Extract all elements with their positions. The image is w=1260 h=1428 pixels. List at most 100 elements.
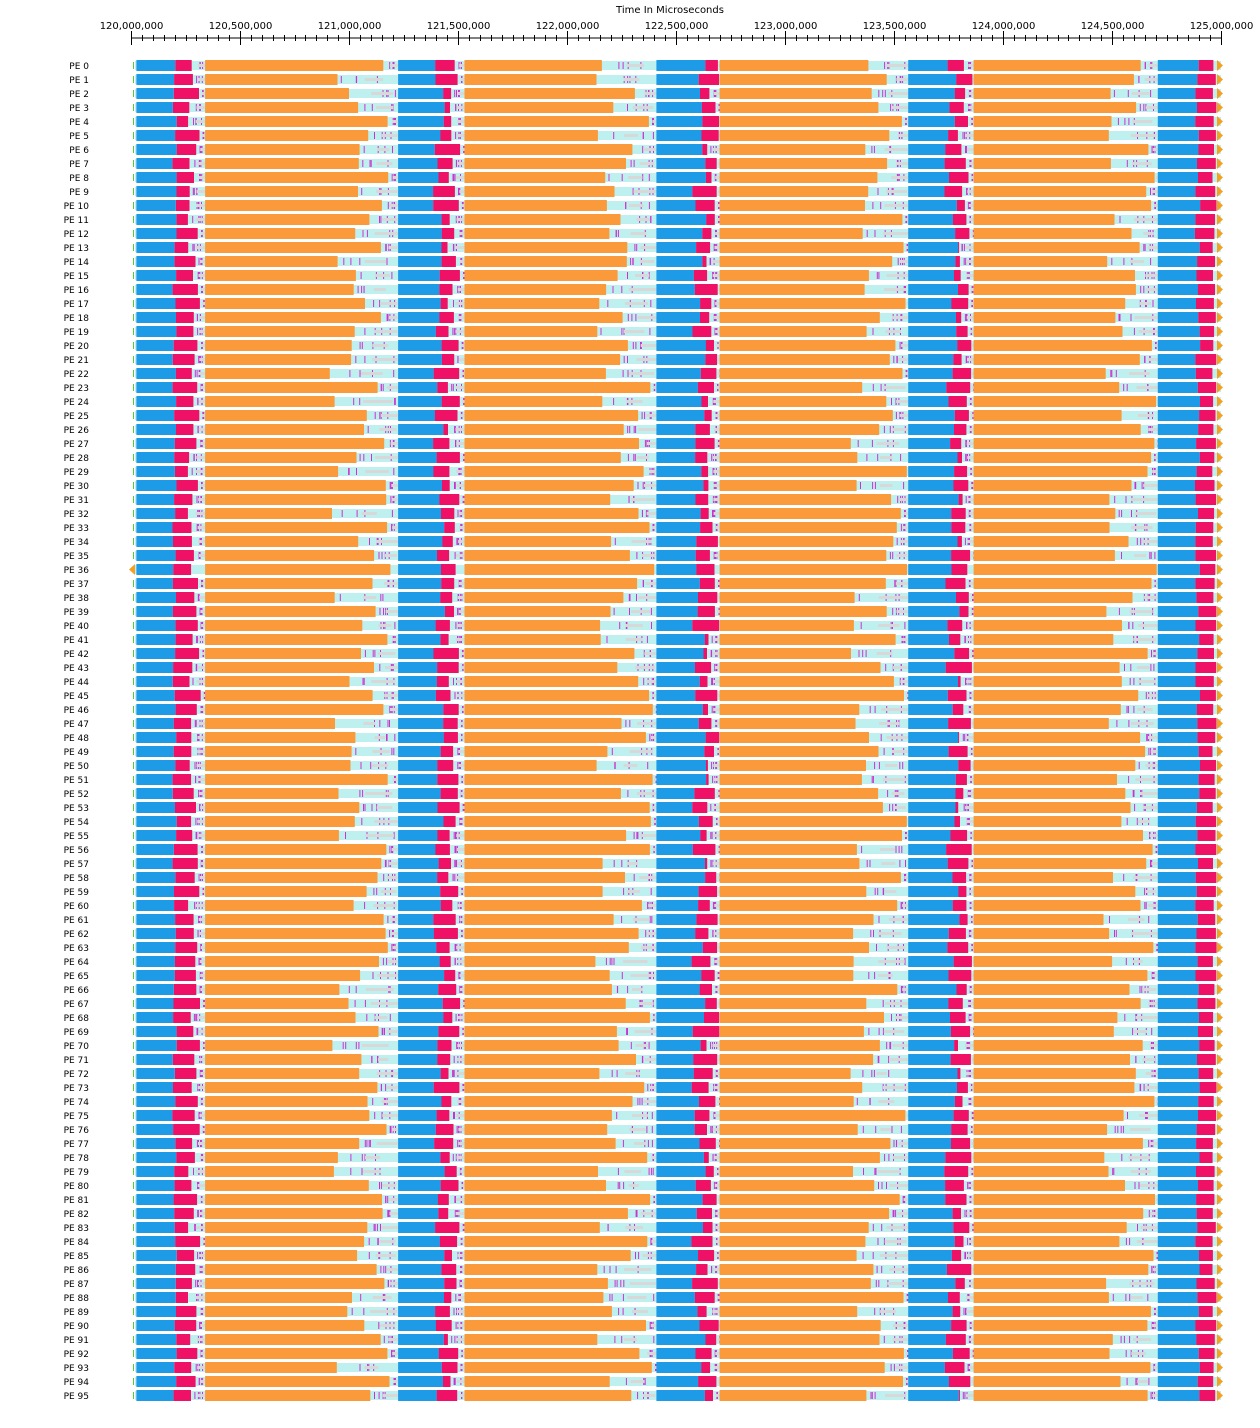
segment-blue: [136, 886, 174, 897]
idle-gray: [1145, 890, 1157, 893]
segment-blue: [1157, 914, 1198, 925]
idle-gray: [1145, 1072, 1160, 1075]
row-end-marker: [1217, 424, 1223, 435]
event-tick: [965, 440, 967, 447]
segment-blue: [136, 102, 173, 113]
idle-gray: [880, 1128, 891, 1131]
segment-blue: [908, 74, 957, 85]
segment-orange: [973, 928, 1110, 939]
segment-blue: [908, 760, 959, 771]
idle-gray: [629, 750, 653, 753]
segment-magenta: [702, 144, 708, 155]
start-tick: [133, 384, 134, 391]
event-tick: [452, 174, 454, 181]
event-tick: [1138, 76, 1140, 83]
timeline-row: [133, 816, 1223, 827]
start-tick: [133, 762, 134, 769]
segment-orange: [205, 956, 379, 967]
segment-blue: [908, 1040, 955, 1051]
idle-gray: [635, 274, 650, 277]
segment-blue: [136, 452, 175, 463]
event-tick: [455, 832, 456, 839]
event-tick: [642, 132, 644, 139]
event-tick: [651, 916, 653, 923]
segment-orange: [973, 466, 1148, 477]
event-tick: [383, 874, 385, 881]
event-tick: [877, 1056, 879, 1063]
segment-magenta: [437, 830, 450, 841]
segment-orange: [719, 1180, 875, 1191]
segment-orange: [205, 942, 388, 953]
segment-magenta: [174, 256, 196, 267]
segment-blue: [136, 760, 176, 771]
segment-orange: [464, 256, 627, 267]
segment-orange: [973, 732, 1141, 743]
segment-orange: [464, 550, 630, 561]
event-tick: [194, 160, 196, 167]
idle-gray: [631, 988, 643, 991]
x-axis-label: Time In Microseconds: [615, 5, 724, 16]
segment-magenta: [1198, 1180, 1214, 1191]
segment-orange: [205, 578, 373, 589]
event-tick: [458, 972, 460, 979]
row-label: PE 21: [64, 356, 89, 366]
row-label: PE 42: [64, 650, 89, 660]
idle-gray: [361, 512, 377, 515]
row-end-marker: [1217, 914, 1223, 925]
event-tick: [874, 972, 876, 979]
event-tick: [609, 958, 611, 965]
segment-blue: [136, 326, 177, 337]
event-tick: [711, 636, 713, 643]
event-tick: [1118, 314, 1120, 321]
segment-orange: [719, 984, 898, 995]
segment-magenta: [437, 550, 450, 561]
idle-gray: [384, 666, 404, 669]
idle-gray: [455, 638, 473, 641]
segment-orange: [205, 130, 369, 141]
segment-orange: [205, 242, 381, 253]
segment-magenta: [958, 760, 971, 771]
segment-blue: [656, 746, 705, 757]
segment-blue: [1157, 256, 1198, 267]
segment-magenta: [692, 620, 720, 631]
event-tick: [858, 650, 860, 657]
segment-orange: [973, 984, 1130, 995]
event-tick: [1139, 986, 1141, 993]
segment-blue: [136, 1096, 176, 1107]
row-end-marker: [1217, 1068, 1223, 1079]
row-label: PE 76: [64, 1126, 90, 1136]
timeline-row: [133, 1166, 1223, 1177]
event-tick: [1148, 748, 1150, 755]
event-tick: [635, 1210, 637, 1217]
event-tick: [387, 1210, 389, 1217]
start-tick: [133, 692, 134, 699]
row-end-marker: [1217, 1152, 1223, 1163]
event-tick: [904, 622, 906, 629]
segment-magenta: [175, 60, 192, 71]
event-tick: [897, 496, 899, 503]
segment-blue: [398, 1166, 445, 1177]
idle-gray: [896, 554, 908, 557]
event-tick: [371, 104, 373, 111]
segment-orange: [719, 942, 869, 953]
segment-blue: [1157, 550, 1196, 561]
segment-magenta: [172, 1054, 195, 1065]
idle-gray: [365, 792, 393, 795]
idle-gray: [626, 862, 638, 865]
event-tick: [648, 1042, 650, 1049]
event-tick: [359, 342, 361, 349]
event-tick: [895, 1210, 897, 1217]
segment-blue: [1157, 270, 1197, 281]
segment-blue: [136, 858, 173, 869]
event-tick: [868, 1028, 870, 1035]
idle-gray: [625, 638, 643, 641]
segment-orange: [464, 648, 635, 659]
idle-gray: [1143, 596, 1166, 599]
event-tick: [1121, 510, 1123, 517]
segment-orange: [719, 438, 851, 449]
segment-orange: [205, 1096, 368, 1107]
timeline-row: [133, 214, 1223, 225]
event-tick: [454, 958, 456, 965]
segment-orange: [719, 774, 862, 785]
idle-gray: [371, 92, 393, 95]
